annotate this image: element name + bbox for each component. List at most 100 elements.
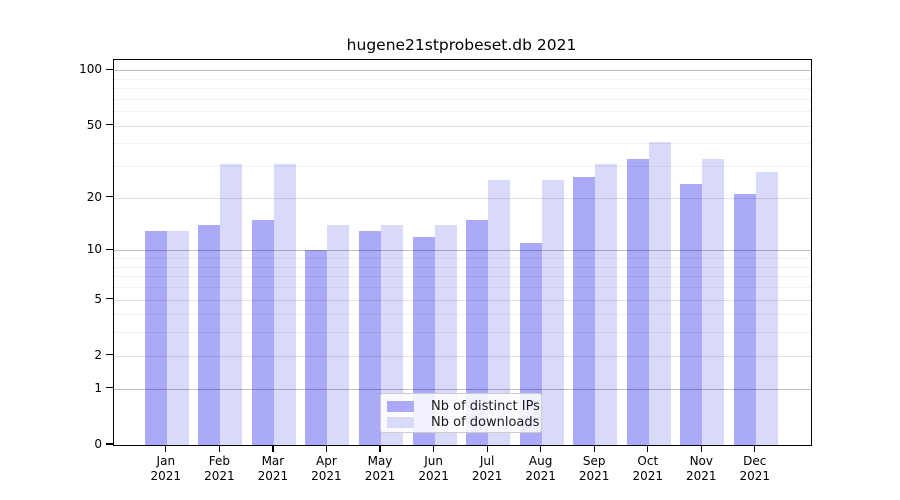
x-tick-label-may: May 2021 [353,454,407,484]
gridline-minor-8 [114,266,811,268]
x-tick-year: 2021 [632,469,664,483]
chart-title: hugene21stprobeset.db 2021 [346,36,577,54]
x-tick-year: 2021 [525,469,556,483]
x-tick-label-mar: Mar 2021 [246,454,300,484]
x-tick-month: Feb [208,454,231,468]
x-tick-label-feb: Feb 2021 [192,454,246,484]
bar-downloads-jun [434,225,457,445]
x-tick-label-dec: Dec 2021 [728,454,782,484]
x-tick-aug [540,445,542,452]
y-tick-5 [106,297,113,300]
legend-swatch-ips [387,401,414,412]
gridline-minor-40 [114,143,811,145]
plot-area: Nb of distinct IPs Nb of downloads [113,59,812,446]
x-tick-year: 2021 [311,469,342,483]
legend-entry-ips: Nb of distinct IPs [387,399,540,414]
gridline-minor-6 [114,287,811,288]
x-tick-month: Sep [582,454,606,468]
x-tick-month: Jul [479,454,495,468]
x-tick-year: 2021 [418,469,449,483]
y-tick-label-1: 1 [94,380,102,395]
bar-ips-jun [412,236,435,445]
x-tick-apr [325,445,328,452]
x-tick-year: 2021 [739,469,771,483]
bar-ips-apr [305,250,328,445]
gridline-minor-70 [114,98,811,100]
bar-ips-dec [733,194,756,445]
bar-downloads-mar [273,163,296,445]
gridline-1 [114,388,811,390]
x-tick-label-nov: Nov 2021 [674,454,728,484]
bar-downloads-aug [541,180,564,445]
y-tick-1 [106,387,113,389]
bar-ips-mar [251,219,274,445]
y-tick-100 [106,68,113,70]
gridline-2 [114,355,811,357]
x-tick-dec [754,445,756,452]
x-tick-month: May [367,454,393,468]
x-tick-month: Aug [528,454,553,468]
x-tick-year: 2021 [471,469,503,483]
x-tick-label-oct: Oct 2021 [621,454,675,484]
x-tick-nov [700,445,702,452]
gridline-minor-90 [114,78,811,80]
y-tick-label-10: 10 [86,242,102,257]
bar-ips-oct [626,158,649,445]
gridline-minor-4 [114,314,811,316]
y-tick-0 [106,443,113,445]
x-tick-month: Dec [743,454,767,468]
y-tick-20 [106,196,113,198]
x-tick-year: 2021 [364,469,396,483]
y-tick-label-20: 20 [86,189,102,204]
bar-downloads-may [381,225,403,445]
x-tick-month: Jun [424,454,443,468]
x-tick-sep [593,445,595,452]
x-tick-may [379,445,381,452]
bar-ips-feb [198,225,221,445]
x-tick-month: Oct [637,454,659,468]
x-tick-year: 2021 [204,469,235,483]
x-tick-month: Mar [261,454,285,468]
gridline-100 [114,70,811,72]
legend-label-ips: Nb of distinct IPs [431,399,540,414]
x-tick-month: Jan [156,454,176,468]
x-tick-mar [272,445,274,452]
bar-downloads-dec [755,171,778,445]
x-tick-label-jul: Jul 2021 [460,454,514,484]
legend-label-downloads: Nb of downloads [431,415,540,430]
bar-ips-jan [144,230,167,445]
bar-ips-may [359,230,381,445]
legend: Nb of distinct IPs Nb of downloads [380,393,542,433]
y-tick-label-2: 2 [94,347,102,362]
x-tick-jan [165,445,167,452]
legend-entry-downloads: Nb of downloads [387,415,539,430]
bar-downloads-nov [702,158,725,445]
x-tick-year: 2021 [150,469,182,483]
x-tick-month: Nov [689,454,713,468]
bar-downloads-oct [648,141,671,445]
gridline-minor-7 [114,276,811,278]
x-tick-year: 2021 [578,469,610,483]
gridline-minor-30 [114,166,811,168]
x-tick-jul [486,445,488,452]
gridline-minor-3 [114,332,811,334]
x-tick-month: Apr [316,454,337,468]
x-tick-oct [647,445,649,452]
gridline-minor-80 [114,88,811,90]
bar-ips-jul [466,219,489,445]
x-tick-label-sep: Sep 2021 [567,454,621,484]
x-tick-label-apr: Apr 2021 [299,454,353,484]
x-tick-label-aug: Aug 2021 [514,454,568,484]
gridline-minor-60 [114,111,811,113]
x-tick-year: 2021 [257,469,289,483]
x-tick-year: 2021 [686,469,717,483]
y-tick-50 [106,124,113,126]
gridline-50 [114,125,811,127]
bar-ips-sep [573,177,596,445]
bar-downloads-feb [220,163,243,445]
y-tick-2 [106,354,113,356]
x-tick-feb [218,445,221,452]
x-tick-jun [432,445,435,452]
bar-downloads-jul [488,180,511,445]
